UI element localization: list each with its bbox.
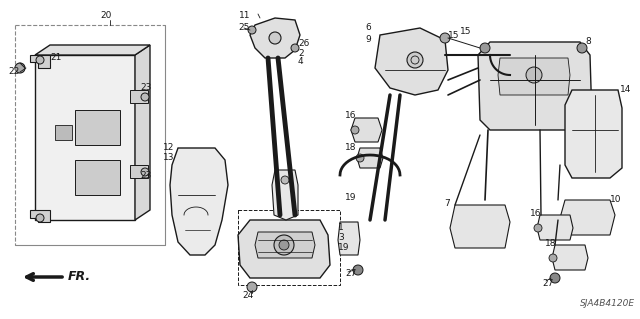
- Circle shape: [407, 52, 423, 68]
- Polygon shape: [75, 110, 120, 145]
- Text: 25: 25: [238, 24, 250, 33]
- Text: 12: 12: [163, 144, 174, 152]
- Text: 18: 18: [545, 240, 557, 249]
- Text: 9: 9: [365, 35, 371, 44]
- Circle shape: [141, 93, 149, 101]
- Polygon shape: [30, 210, 50, 222]
- Circle shape: [279, 240, 289, 250]
- Text: 16: 16: [345, 112, 356, 121]
- Polygon shape: [130, 165, 148, 178]
- Text: SJA4B4120E: SJA4B4120E: [580, 299, 635, 308]
- Text: 23: 23: [140, 84, 152, 93]
- Polygon shape: [338, 222, 360, 255]
- Circle shape: [281, 176, 289, 184]
- Polygon shape: [255, 232, 315, 258]
- Text: 7: 7: [444, 199, 450, 209]
- Text: 16: 16: [530, 210, 541, 219]
- Circle shape: [440, 33, 450, 43]
- Polygon shape: [272, 170, 298, 220]
- Circle shape: [269, 32, 281, 44]
- Circle shape: [36, 214, 44, 222]
- Text: 2: 2: [298, 49, 303, 58]
- Polygon shape: [75, 160, 120, 195]
- Text: FR.: FR.: [68, 271, 91, 284]
- Text: 27: 27: [542, 278, 554, 287]
- Polygon shape: [537, 215, 573, 240]
- Polygon shape: [250, 18, 300, 58]
- Circle shape: [291, 44, 299, 52]
- Circle shape: [534, 224, 542, 232]
- Text: 14: 14: [620, 85, 632, 94]
- Text: 10: 10: [610, 196, 621, 204]
- Text: 19: 19: [338, 243, 349, 253]
- Circle shape: [351, 126, 359, 134]
- Text: 15: 15: [460, 27, 472, 36]
- Circle shape: [36, 56, 44, 64]
- Text: 20: 20: [100, 11, 111, 19]
- Text: 4: 4: [298, 57, 303, 66]
- Polygon shape: [560, 200, 615, 235]
- Text: 13: 13: [163, 153, 175, 162]
- Polygon shape: [238, 220, 330, 278]
- Polygon shape: [351, 118, 382, 142]
- Polygon shape: [552, 245, 588, 270]
- Text: 26: 26: [298, 40, 309, 48]
- Polygon shape: [565, 90, 622, 178]
- Text: 23: 23: [140, 172, 152, 181]
- Polygon shape: [35, 45, 150, 55]
- Polygon shape: [357, 148, 383, 168]
- Text: 15: 15: [448, 32, 460, 41]
- Circle shape: [247, 282, 257, 292]
- Text: 27: 27: [345, 270, 356, 278]
- Text: 11: 11: [239, 11, 251, 19]
- Circle shape: [141, 168, 149, 176]
- Circle shape: [550, 273, 560, 283]
- Text: 22: 22: [8, 68, 19, 77]
- Text: 3: 3: [338, 234, 344, 242]
- Polygon shape: [55, 125, 72, 140]
- Polygon shape: [35, 55, 135, 220]
- Circle shape: [480, 43, 490, 53]
- Polygon shape: [450, 205, 510, 248]
- Text: 1: 1: [338, 224, 344, 233]
- Circle shape: [15, 63, 25, 73]
- Polygon shape: [135, 45, 150, 220]
- Circle shape: [274, 235, 294, 255]
- Circle shape: [353, 265, 363, 275]
- Text: 8: 8: [585, 38, 591, 47]
- Text: 21: 21: [50, 54, 61, 63]
- Polygon shape: [478, 42, 592, 130]
- Text: 18: 18: [345, 144, 356, 152]
- Polygon shape: [375, 28, 448, 95]
- Text: 19: 19: [345, 194, 356, 203]
- Circle shape: [248, 26, 256, 34]
- Circle shape: [577, 43, 587, 53]
- Text: 6: 6: [365, 24, 371, 33]
- Polygon shape: [498, 58, 570, 95]
- Polygon shape: [130, 90, 148, 103]
- Circle shape: [356, 154, 364, 162]
- Polygon shape: [170, 148, 228, 255]
- Circle shape: [526, 67, 542, 83]
- Text: 24: 24: [243, 292, 253, 300]
- Polygon shape: [30, 55, 50, 68]
- Circle shape: [549, 254, 557, 262]
